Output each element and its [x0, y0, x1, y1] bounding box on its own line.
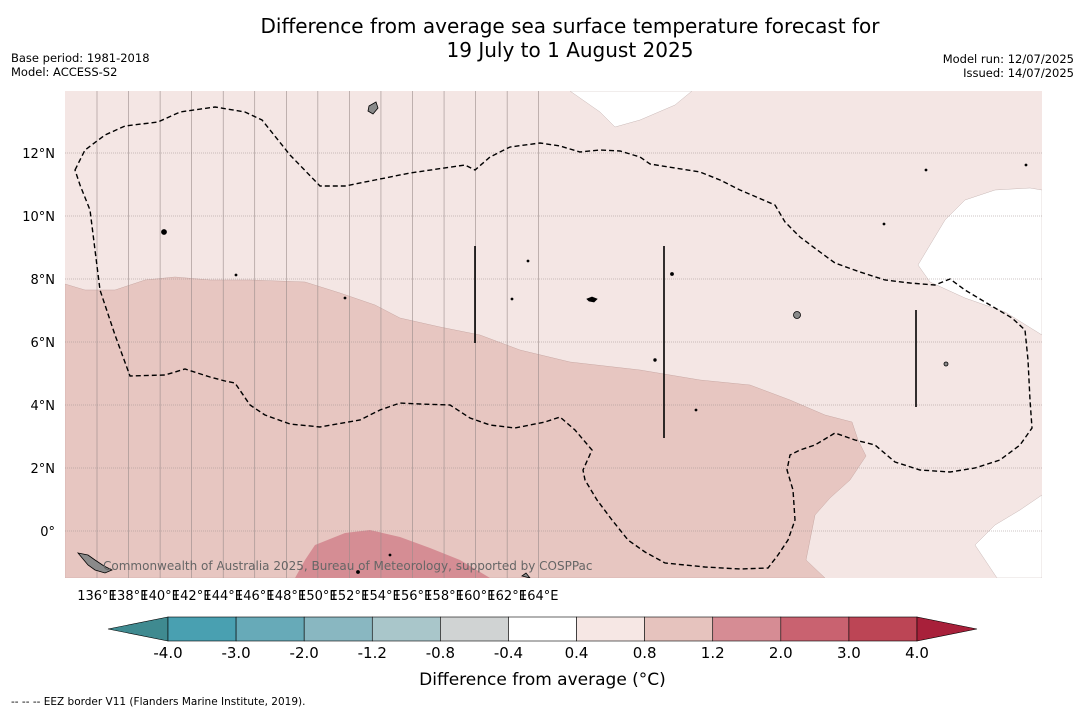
- island-atoll-7: [694, 408, 698, 412]
- longitude-label: 150°E: [298, 589, 338, 604]
- colorbar-segment: [303, 616, 373, 642]
- anomaly-zone-near-average-east: [917, 187, 1042, 336]
- longitude-label: 142°E: [172, 589, 212, 604]
- colorbar-tick-label: -3.0: [221, 644, 250, 662]
- colorbar-tick-label: -1.2: [358, 644, 387, 662]
- chart-title: Difference from average sea surface temp…: [0, 14, 1085, 62]
- longitude-label: 160°E: [456, 589, 496, 604]
- island-chuuk: [586, 296, 598, 303]
- meta-left: Base period: 1981-2018 Model: ACCESS-S2: [11, 51, 150, 79]
- model-run: Model run: 12/07/2025: [942, 52, 1074, 66]
- colorbar-segment: [712, 616, 782, 642]
- colorbar-segment: [780, 616, 850, 642]
- island-yap: [161, 229, 167, 235]
- latitude-label: 6°N: [31, 336, 56, 351]
- anomaly-zone-near-average-north: [569, 91, 693, 128]
- island-manus: [356, 570, 360, 574]
- colorbar-tick-label: 2.0: [769, 644, 793, 662]
- eez-solid-lines: [474, 246, 917, 438]
- island-atoll-8: [924, 168, 928, 172]
- latitude-label: 4°N: [31, 399, 56, 414]
- colorbar-label: Difference from average (°C): [419, 670, 666, 690]
- longitude-label: 158°E: [424, 589, 464, 604]
- islands: [76, 101, 1028, 578]
- colorbar-tick-label: -2.0: [290, 644, 319, 662]
- latitude-label: 0°: [40, 525, 55, 540]
- colorbar: [107, 616, 978, 642]
- base-period: Base period: 1981-2018: [11, 51, 150, 65]
- eez-legend: -- -- -- EEZ border V11 (Flanders Marine…: [11, 696, 306, 708]
- eez-border-palau-fsm: [74, 106, 1033, 570]
- colorbar-extend-high: [916, 616, 978, 642]
- colorbar-tick-label: 3.0: [837, 644, 861, 662]
- map-plot-area: Commonwealth of Australia 2025, Bureau o…: [65, 91, 1042, 578]
- latitude-label: 10°N: [22, 210, 55, 225]
- colorbar-segment: [371, 616, 441, 642]
- longitude-label: 148°E: [267, 589, 307, 604]
- island-atoll-4: [343, 296, 347, 300]
- island-atoll-6: [653, 358, 657, 362]
- meta-right: Model run: 12/07/2025 Issued: 14/07/2025: [943, 52, 1074, 80]
- island-guam: [367, 101, 379, 115]
- colorbar-segment: [508, 616, 577, 642]
- latitude-label: 8°N: [31, 273, 56, 288]
- colorbar-tick-labels: -4.0 -3.0 -2.0 -1.2 -0.8 -0.4 0.4 0.8 1.2 2.0 3.0 4…: [153, 644, 929, 662]
- longitude-label: 138°E: [109, 589, 149, 604]
- colorbar-segment: [440, 616, 509, 642]
- colorbar-title: Difference from average (°C): [0, 670, 1085, 690]
- island-small-png: [388, 553, 392, 557]
- longitude-label: 146°E: [235, 589, 275, 604]
- island-atoll-9: [1024, 163, 1028, 167]
- copyright-notice: Commonwealth of Australia 2025, Bureau o…: [103, 559, 593, 573]
- longitude-label: 136°E: [77, 589, 117, 604]
- colorbar-tick-label: 0.4: [565, 644, 589, 662]
- colorbar-segment: [235, 616, 305, 642]
- latitude-label: 2°N: [31, 462, 56, 477]
- island-new-guinea-west: [76, 552, 113, 574]
- colorbar-segment: [576, 616, 645, 642]
- model-name: Model: ACCESS-S2: [11, 65, 118, 79]
- anomaly-zone-1.2-2.0: [295, 530, 490, 578]
- colorbar-tick-label: 0.8: [633, 644, 657, 662]
- longitude-label: 152°E: [330, 589, 370, 604]
- colorbar-segment: [167, 616, 237, 642]
- colorbar-tick-label: -4.0: [153, 644, 182, 662]
- latitude-labels: 12°N 10°N 8°N 6°N 4°N 2°N 0°: [22, 147, 55, 540]
- longitude-label: 154°E: [361, 589, 401, 604]
- island-atoll-10: [882, 222, 886, 226]
- longitude-label: 156°E: [393, 589, 433, 604]
- title-line-1: Difference from average sea surface temp…: [260, 14, 880, 38]
- longitude-label: 164°E: [519, 589, 559, 604]
- anomaly-zone-0.8-1.2: [65, 276, 867, 578]
- longitude-label: 162°E: [487, 589, 527, 604]
- island-atoll-1: [670, 272, 674, 276]
- anomaly-zone-near-average-southeast: [974, 494, 1042, 578]
- island-atoll-3: [510, 297, 514, 301]
- colorbar-extend-low: [107, 616, 169, 642]
- island-kosrae: [943, 361, 949, 367]
- island-new-ireland: [521, 572, 531, 578]
- title-line-2: 19 July to 1 August 2025: [446, 38, 694, 62]
- longitude-labels: 136°E138°E140°E142°E144°E146°E148°E150°E…: [77, 589, 558, 604]
- longitude-label: 140°E: [140, 589, 180, 604]
- colorbar-tick-label: -0.8: [426, 644, 455, 662]
- colorbar-tick-label: -0.4: [494, 644, 523, 662]
- colorbar-tick-label: 4.0: [905, 644, 929, 662]
- longitude-label: 144°E: [203, 589, 243, 604]
- colorbar-segment: [644, 616, 714, 642]
- colorbar-segment: [848, 616, 918, 642]
- colorbar-tick-label: 1.2: [701, 644, 725, 662]
- island-pohnpei: [793, 311, 801, 319]
- island-atoll-5: [234, 273, 238, 277]
- issued-date: Issued: 14/07/2025: [963, 66, 1074, 80]
- island-atoll-2: [526, 259, 530, 263]
- latitude-label: 12°N: [22, 147, 55, 162]
- eez-borders: [74, 106, 1033, 570]
